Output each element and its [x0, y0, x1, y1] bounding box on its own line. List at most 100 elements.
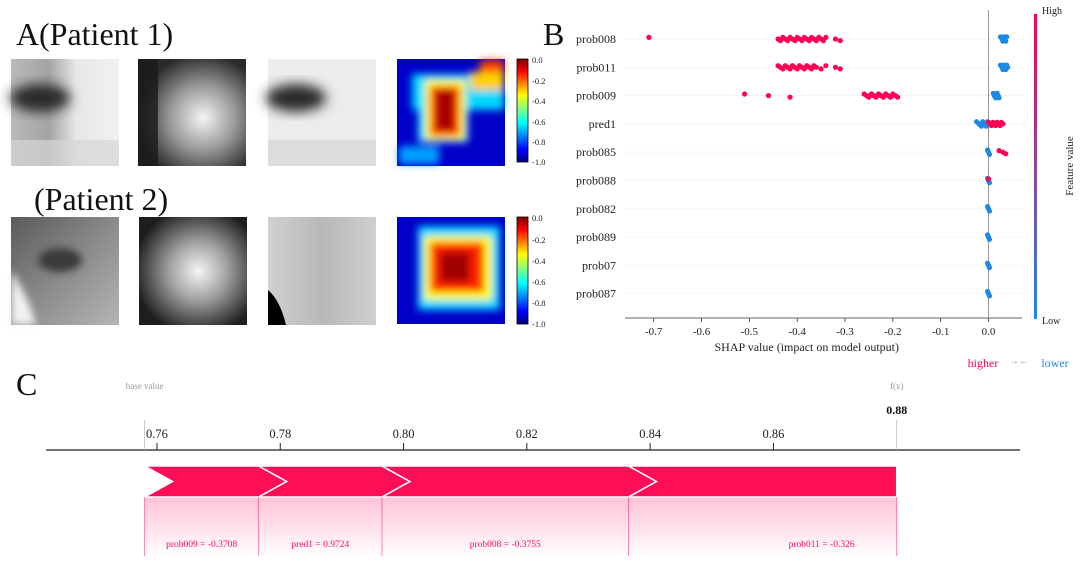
feature-label: prob082 — [576, 202, 616, 216]
shap-point-high — [765, 93, 772, 99]
shap-point-low — [986, 151, 993, 157]
patient-1-image-original — [10, 59, 119, 166]
shap-point-high — [741, 91, 748, 97]
fx-label: f(x) — [890, 381, 904, 391]
force-tick-label: 0.86 — [762, 427, 784, 441]
patient-1-image-filtered — [138, 59, 246, 166]
force-segment-label: prob008 = -0.3755 — [470, 540, 541, 550]
shap-point-high — [837, 38, 843, 44]
base-value-label: base value — [126, 381, 164, 391]
patient-2-colorbar — [516, 216, 529, 325]
feature-label: prob07 — [582, 258, 616, 272]
force-segment-label: pred1 = 0.9724 — [291, 540, 349, 550]
colorbar-tick: 0.0 — [532, 55, 543, 65]
shap-point-high — [787, 94, 793, 100]
x-axis-label: SHAP value (impact on model output) — [714, 340, 899, 354]
shap-beeswarm-plot: prob008 prob011 prob009 pred1 prob085 prob088… — [576, 6, 1076, 370]
feature-label: prob009 — [576, 89, 616, 103]
force-tick-label: 0.76 — [146, 427, 168, 441]
patient-1-image-reconstructed — [266, 59, 376, 166]
x-tick-label: -0.5 — [741, 326, 759, 338]
legend-lower-label: lower — [1041, 356, 1068, 370]
feature-label: prob011 — [576, 60, 616, 74]
shap-point-low — [1004, 34, 1010, 40]
output-value-label: 0.88 — [886, 403, 907, 417]
colorbar-tick: -0.2 — [532, 235, 545, 245]
shap-point-high — [823, 34, 829, 41]
colorbar-tick: -0.4 — [532, 96, 546, 106]
colorbar-tick: -0.4 — [532, 256, 546, 266]
patient-1-colorbar — [516, 58, 529, 163]
shap-point-high — [818, 66, 824, 72]
x-tick-label: -0.2 — [884, 326, 901, 338]
shap-point-low — [986, 236, 993, 242]
patient-1-colorbar-ticks: 0.0 -0.2 -0.4 -0.6 -0.8 -1.0 — [532, 55, 546, 167]
x-tick-label: -0.4 — [788, 326, 806, 338]
feature-label: prob085 — [576, 145, 616, 159]
shap-point-high — [832, 64, 839, 70]
patient-2-image-filtered — [139, 217, 247, 325]
shap-point-low — [983, 123, 989, 129]
colorbar-tick: -0.6 — [532, 277, 545, 287]
colorbar-tick: -0.8 — [532, 298, 545, 308]
force-segment — [379, 465, 659, 498]
feature-label: prob008 — [576, 32, 616, 46]
shap-point-high — [646, 34, 652, 41]
panel-a-letter: A — [16, 16, 39, 52]
shap-point-low — [996, 95, 1002, 101]
legend-higher-label: higher — [968, 356, 999, 370]
force-segment — [141, 465, 289, 498]
panel-b-letter: B — [543, 16, 564, 52]
colorbar-tick: -0.6 — [532, 117, 545, 127]
colorbar-tick: -0.2 — [532, 76, 545, 86]
colorbar-tick: -1.0 — [532, 319, 545, 329]
legend-arrows: →← — [1009, 356, 1029, 367]
patient-1-title: (Patient 1) — [39, 16, 173, 52]
patient-1-heatmap — [397, 59, 505, 166]
colorbar-tick: -1.0 — [532, 157, 545, 167]
force-segment-label: prob011 = -0.326 — [789, 540, 855, 550]
force-fade-region — [144, 497, 897, 557]
patient-2-heatmap — [397, 217, 505, 324]
feature-label: pred1 — [589, 117, 616, 131]
shap-force-plot: 0.76 0.78 0.80 0.82 0.84 0.86 base value f(x) 0.… — [46, 381, 1020, 557]
shap-point-high — [895, 94, 901, 100]
shap-point-high — [837, 66, 843, 72]
force-tick-label: 0.80 — [393, 427, 415, 441]
shap-point-high — [985, 176, 992, 182]
shap-point-low — [1003, 38, 1009, 44]
x-tick-label: -0.1 — [932, 326, 949, 338]
x-tick-label: -0.6 — [693, 326, 711, 338]
feature-label: prob089 — [576, 230, 616, 244]
force-tick-label: 0.84 — [639, 427, 662, 441]
patient-2-image-original — [11, 217, 119, 325]
shap-point-high — [1000, 121, 1006, 127]
feature-value-colorbar — [1034, 14, 1037, 319]
shap-point-high — [813, 64, 819, 70]
shap-point-low — [986, 265, 993, 271]
patient-2-image-reconstructed — [268, 217, 376, 325]
colorbar-title: Feature value — [1064, 136, 1076, 196]
patient-2-title: (Patient 2) — [34, 181, 168, 217]
shap-point-low — [1005, 64, 1011, 70]
colorbar-low-label: Low — [1042, 316, 1061, 327]
x-tick-label: 0.0 — [982, 326, 996, 338]
shap-point-low — [986, 208, 993, 214]
feature-label: prob087 — [576, 287, 616, 301]
x-tick-label: -0.7 — [645, 326, 663, 338]
colorbar-tick: 0.0 — [532, 213, 543, 223]
force-tick-label: 0.78 — [269, 427, 291, 441]
shap-point-high — [832, 36, 839, 42]
x-tick-label: -0.3 — [836, 326, 854, 338]
force-segment — [625, 465, 898, 498]
colorbar-high-label: High — [1042, 6, 1062, 17]
shap-point-high — [823, 63, 829, 69]
shap-point-high — [1003, 151, 1009, 157]
force-segment-label: prob009 = -0.3708 — [166, 540, 237, 550]
panel-c-letter: C — [16, 366, 37, 402]
feature-label: prob088 — [576, 174, 616, 188]
colorbar-tick: -0.8 — [532, 137, 545, 147]
patient-2-colorbar-ticks: 0.0 -0.2 -0.4 -0.6 -0.8 -1.0 — [532, 213, 546, 329]
shap-point-low — [986, 293, 993, 299]
